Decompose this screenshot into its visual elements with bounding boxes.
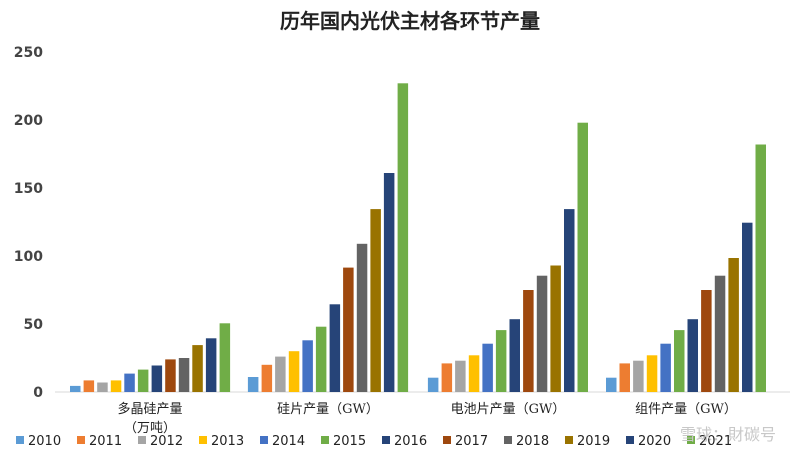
bar-2021 xyxy=(755,144,766,392)
legend-swatch xyxy=(687,436,695,444)
bar-2016 xyxy=(509,319,520,392)
legend-label: 2018 xyxy=(516,434,549,449)
bar-2012 xyxy=(455,360,466,392)
bar-2020 xyxy=(205,338,217,392)
bar-2021 xyxy=(219,323,231,392)
y-tick-label: 100 xyxy=(14,249,43,265)
legend-label: 2013 xyxy=(211,434,244,449)
category-label: 多晶硅产量 xyxy=(117,401,182,417)
bar-2014 xyxy=(124,373,135,392)
y-tick-label: 200 xyxy=(14,113,43,129)
legend-swatch xyxy=(565,436,573,444)
legend-label: 2017 xyxy=(455,434,488,449)
y-tick-label: 150 xyxy=(14,181,43,197)
category-label: 硅片产量（GW） xyxy=(277,402,379,417)
bar-2010 xyxy=(70,385,81,392)
category-label: 电池片产量（GW） xyxy=(451,402,566,417)
y-tick-label: 50 xyxy=(24,317,44,333)
category-label: 组件产量（GW） xyxy=(635,402,737,417)
watermark: 雪球：財碳号 xyxy=(680,425,776,444)
bar-2013 xyxy=(646,355,658,392)
legend-label: 2015 xyxy=(333,434,366,449)
legend-swatch xyxy=(443,436,451,444)
legend-swatch xyxy=(199,436,207,444)
bar-2017 xyxy=(523,290,534,392)
bar-2015 xyxy=(495,330,507,392)
category-labels: 多晶硅产量 （万吨） 硅片产量（GW） 电池片产量（GW） 组件产量（GW） xyxy=(117,401,736,436)
bar-2016 xyxy=(151,365,163,392)
chart-title: 历年国内光伏主材各环节产量 xyxy=(280,9,540,33)
bar-2015 xyxy=(315,326,327,392)
legend-swatch xyxy=(16,436,24,444)
bar-2015 xyxy=(674,330,685,392)
legend-swatch xyxy=(382,436,390,444)
legend-label: 2012 xyxy=(150,434,183,449)
bar-2020 xyxy=(383,173,395,392)
bar-2020 xyxy=(742,222,753,392)
legend: 2010 2011 2012 2013 2014 2015 2016 2017 2018 2019… xyxy=(16,434,732,449)
bar-2019 xyxy=(192,345,203,392)
legend-label: 2021 xyxy=(699,434,732,449)
bar-2011 xyxy=(83,380,95,392)
bar-2014 xyxy=(660,343,671,392)
bar-2013 xyxy=(110,380,122,392)
bar-2011 xyxy=(619,363,630,392)
bar-2019 xyxy=(370,209,381,392)
bar-2011 xyxy=(441,363,453,392)
bar-2017 xyxy=(701,290,712,392)
legend-label: 2019 xyxy=(577,434,610,449)
legend-swatch xyxy=(138,436,146,444)
bar-2019 xyxy=(550,265,561,392)
bar-2018 xyxy=(356,243,368,392)
legend-swatch xyxy=(260,436,268,444)
bar-2010 xyxy=(247,377,259,392)
bar-2018 xyxy=(178,358,190,392)
legend-label: 2011 xyxy=(89,434,122,449)
bar-2017 xyxy=(343,267,354,392)
bar-2017 xyxy=(165,359,176,392)
bar-2021 xyxy=(577,122,588,392)
bar-2014 xyxy=(482,343,493,392)
bar-2014 xyxy=(302,340,313,392)
legend-label: 2020 xyxy=(638,434,671,449)
bar-2012 xyxy=(633,360,644,392)
bar-2018 xyxy=(714,275,726,392)
bar-2013 xyxy=(288,351,300,392)
legend-label: 2016 xyxy=(394,434,427,449)
bars xyxy=(70,83,766,393)
legend-label: 2010 xyxy=(28,434,61,449)
bar-2016 xyxy=(329,304,341,392)
bar-2010 xyxy=(427,377,439,392)
bar-2010 xyxy=(606,377,617,392)
legend-swatch xyxy=(77,436,85,444)
bar-2015 xyxy=(137,369,149,392)
bar-2019 xyxy=(728,258,739,392)
bar-2018 xyxy=(536,275,548,392)
bar-2016 xyxy=(687,319,698,392)
legend-swatch xyxy=(321,436,329,444)
legend-swatch xyxy=(504,436,512,444)
category-label: （万吨） xyxy=(124,421,176,436)
bar-2011 xyxy=(261,364,273,392)
legend-label: 2014 xyxy=(272,434,305,449)
legend-swatch xyxy=(626,436,634,444)
bar-2020 xyxy=(564,209,575,392)
y-tick-label: 250 xyxy=(14,45,43,61)
y-tick-label: 0 xyxy=(33,385,43,401)
bar-2012 xyxy=(275,356,286,392)
bar-2012 xyxy=(97,382,108,392)
bar-2021 xyxy=(397,83,409,393)
bar-2013 xyxy=(468,355,480,392)
y-axis-ticks: 0 50 100 150 200 250 xyxy=(14,45,43,401)
